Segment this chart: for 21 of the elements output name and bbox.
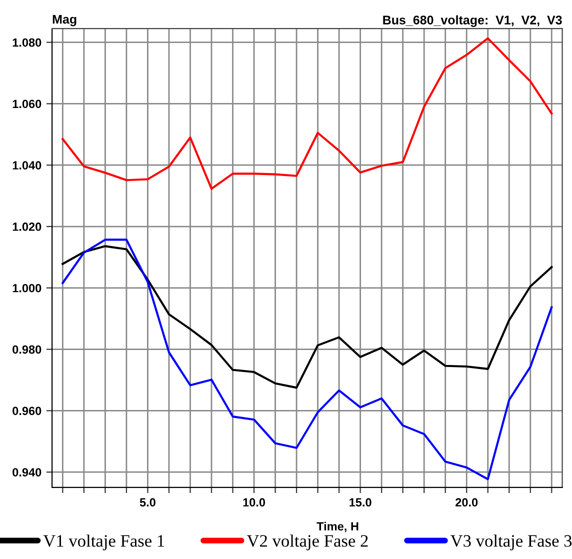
legend-label: V1 voltaje Fase 1 bbox=[43, 534, 164, 550]
y-tick-label: 1.080 bbox=[12, 38, 42, 47]
y-axis-title: Mag bbox=[52, 14, 76, 26]
y-tick-label: 1.060 bbox=[12, 100, 42, 108]
line-series bbox=[62, 37, 553, 190]
x-tick-label: 5.0 bbox=[140, 498, 156, 507]
y-tick-label: 1.000 bbox=[12, 284, 42, 292]
line-series bbox=[62, 245, 553, 389]
x-axis-title: Time, H bbox=[316, 522, 358, 532]
x-tick-label: 10.0 bbox=[243, 498, 266, 507]
line-series bbox=[62, 238, 553, 480]
x-tick-label: 20.0 bbox=[456, 498, 478, 507]
y-tick-label: 1.040 bbox=[12, 161, 42, 170]
x-tick-label: 15.0 bbox=[350, 498, 372, 507]
chart-title: Bus_680_voltage: V1, V2, V3 bbox=[383, 15, 562, 27]
legend-label: V2 voltaje Fase 2 bbox=[246, 534, 368, 550]
y-tick-label: 1.020 bbox=[12, 222, 42, 231]
legend-label: V3 voltaje Fase 3 bbox=[450, 534, 572, 550]
y-tick-label: 0.960 bbox=[12, 406, 42, 416]
y-tick-label: 0.940 bbox=[12, 468, 42, 476]
y-tick-label: 0.980 bbox=[12, 345, 42, 354]
